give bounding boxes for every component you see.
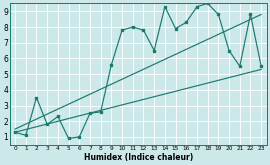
X-axis label: Humidex (Indice chaleur): Humidex (Indice chaleur) — [83, 152, 193, 162]
